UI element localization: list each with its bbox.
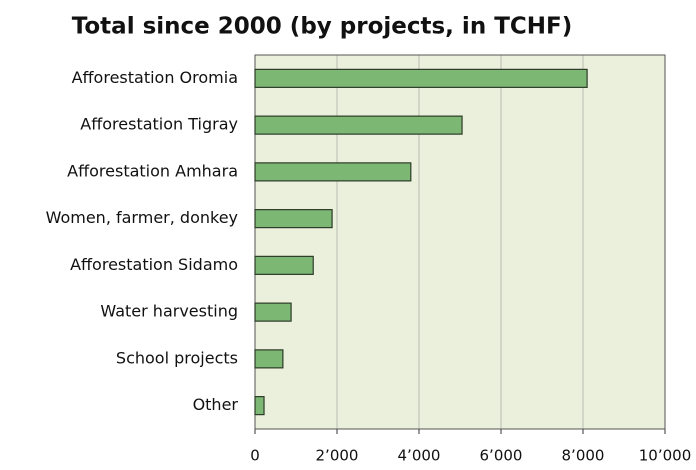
bar bbox=[254, 255, 314, 275]
chart-title: Total since 2000 (by projects, in TCHF) bbox=[72, 14, 573, 40]
bar bbox=[254, 68, 588, 88]
bar bbox=[254, 162, 412, 182]
bar bbox=[254, 349, 284, 369]
y-tick-label: School projects bbox=[116, 348, 238, 367]
x-tick-label: 6’000 bbox=[480, 447, 523, 465]
y-tick-label: Other bbox=[193, 395, 239, 414]
x-tick-label: 2’000 bbox=[316, 447, 359, 465]
y-tick-label: Water harvesting bbox=[100, 302, 238, 321]
bar bbox=[254, 209, 333, 229]
x-tick-label: 8’000 bbox=[562, 447, 605, 465]
x-tick-label: 4’000 bbox=[398, 447, 441, 465]
bar bbox=[254, 302, 292, 322]
y-tick-label: Afforestation Amhara bbox=[67, 161, 238, 180]
bar bbox=[254, 396, 265, 416]
x-tick-label: 10’000 bbox=[639, 447, 692, 465]
y-tick-label: Women, farmer, donkey bbox=[46, 208, 238, 227]
bar bbox=[254, 115, 463, 135]
y-tick-label: Afforestation Sidamo bbox=[70, 255, 238, 274]
plot-area bbox=[255, 55, 665, 429]
y-tick-label: Afforestation Tigray bbox=[80, 115, 238, 134]
plot-border bbox=[254, 54, 666, 430]
x-tick-label: 0 bbox=[250, 447, 260, 465]
y-tick-label: Afforestation Oromia bbox=[72, 68, 238, 87]
